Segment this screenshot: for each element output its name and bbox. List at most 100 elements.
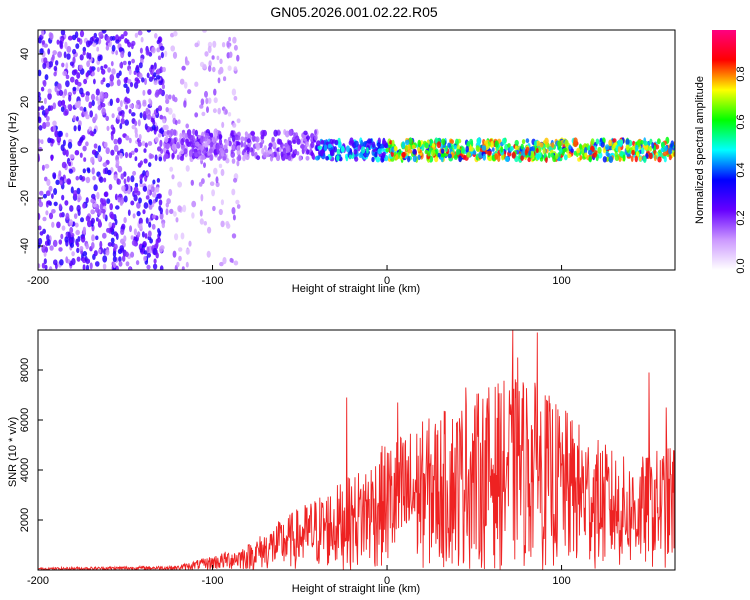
heatmap-cell — [206, 250, 211, 258]
heatmap-cell — [61, 62, 65, 68]
heatmap-cell — [657, 138, 661, 145]
heatmap-cell — [226, 40, 230, 48]
heatmap-cell — [151, 223, 156, 230]
heatmap-cell — [176, 154, 180, 160]
heatmap-cell — [67, 231, 72, 239]
heatmap-cell — [525, 138, 530, 144]
heatmap-cell — [126, 176, 130, 183]
heatmap-cell — [95, 88, 100, 96]
heatmap-cell — [86, 52, 90, 59]
heatmap-cell — [60, 30, 66, 36]
heatmap-cell — [83, 157, 87, 162]
heatmap-cell — [430, 149, 436, 157]
heatmap-cell — [544, 137, 549, 145]
heatmap-cell — [82, 145, 87, 152]
heatmap-cell — [145, 217, 149, 224]
heatmap-cell — [305, 141, 309, 148]
heatmap-cell — [178, 255, 182, 262]
heatmap-cell — [294, 149, 297, 155]
heatmap-cell — [222, 257, 227, 265]
y-tick-label: -20 — [19, 190, 31, 206]
heatmap-cell — [148, 162, 152, 168]
heatmap-cell — [102, 263, 107, 270]
heatmap-cell — [92, 202, 97, 208]
heatmap-cell — [52, 239, 58, 247]
heatmap-cell — [213, 97, 218, 104]
heatmap-cell — [171, 143, 177, 151]
heatmap-cell — [664, 145, 668, 152]
heatmap-cell — [67, 141, 73, 149]
heatmap-cell — [128, 68, 132, 76]
heatmap-cell — [504, 156, 510, 162]
heatmap-cell — [213, 167, 218, 175]
heatmap-cell — [82, 202, 86, 209]
heatmap-cell — [113, 144, 119, 152]
heatmap-cell — [115, 97, 120, 103]
heatmap-cell — [41, 30, 45, 37]
heatmap-cell — [146, 72, 150, 79]
heatmap-cell — [279, 147, 282, 153]
heatmap-cell — [59, 40, 63, 48]
heatmap-cell — [52, 172, 57, 179]
heatmap-cell — [134, 132, 139, 138]
heatmap-cell — [113, 243, 118, 250]
heatmap-cell — [77, 197, 81, 203]
heatmap-cell — [89, 66, 93, 74]
heatmap-cell — [305, 155, 310, 161]
heatmap-cell — [50, 154, 54, 161]
heatmap-cell — [93, 78, 96, 85]
heatmap-cell — [140, 36, 144, 43]
heatmap-cell — [231, 158, 236, 164]
heatmap-cell — [232, 214, 236, 221]
heatmap-cell — [177, 181, 183, 188]
heatmap-cell — [528, 150, 531, 157]
heatmap-cell — [135, 260, 140, 266]
heatmap-cell — [38, 197, 42, 203]
y-tick-label: 2000 — [19, 508, 31, 532]
heatmap-cell — [38, 95, 42, 102]
heatmap-cell — [353, 149, 358, 155]
heatmap-cell — [58, 170, 62, 177]
heatmap-cell — [71, 251, 75, 257]
x-tick-label: -200 — [27, 575, 49, 587]
heatmap-cell — [103, 191, 108, 198]
heatmap-cell — [119, 62, 124, 69]
heatmap-cell — [643, 140, 648, 146]
heatmap-cell — [146, 114, 152, 120]
heatmap-cell — [159, 246, 163, 253]
heatmap-cell — [374, 151, 378, 158]
snr-frame — [37, 329, 676, 571]
spectrogram-heatmap — [38, 30, 675, 270]
heatmap-cell — [146, 246, 150, 253]
heatmap-cell — [62, 70, 68, 77]
heatmap-cell — [395, 154, 399, 161]
heatmap-cell — [179, 78, 185, 85]
heatmap-cell — [146, 30, 152, 33]
heatmap-cell — [69, 205, 74, 212]
heatmap-cell — [49, 245, 54, 251]
snr-y-label: SNR (10 * v/v) — [7, 417, 19, 487]
heatmap-cell — [55, 179, 60, 185]
heatmap-cell — [270, 153, 275, 158]
heatmap-cell — [638, 155, 642, 162]
heatmap-cell — [55, 60, 59, 66]
heatmap-cell — [129, 225, 132, 233]
heatmap-cell — [60, 106, 65, 113]
heatmap-cell — [167, 107, 173, 115]
heatmap-cell — [662, 151, 668, 157]
heatmap-cell — [455, 148, 461, 156]
heatmap-cell — [115, 265, 119, 270]
heatmap-cell — [557, 140, 562, 147]
heatmap-cell — [579, 154, 583, 161]
heatmap-cell — [156, 186, 160, 193]
heatmap-cell — [54, 130, 59, 138]
heatmap-cell — [109, 74, 115, 82]
heatmap-cell — [91, 149, 97, 155]
heatmap-cell — [205, 97, 209, 105]
heatmap-cell — [174, 119, 178, 126]
heatmap-cell — [143, 158, 148, 164]
heatmap-cell — [89, 262, 93, 270]
colorbar-tick-label: 0.4 — [735, 162, 747, 177]
heatmap-cell — [539, 142, 544, 148]
heatmap-cell — [218, 208, 223, 216]
